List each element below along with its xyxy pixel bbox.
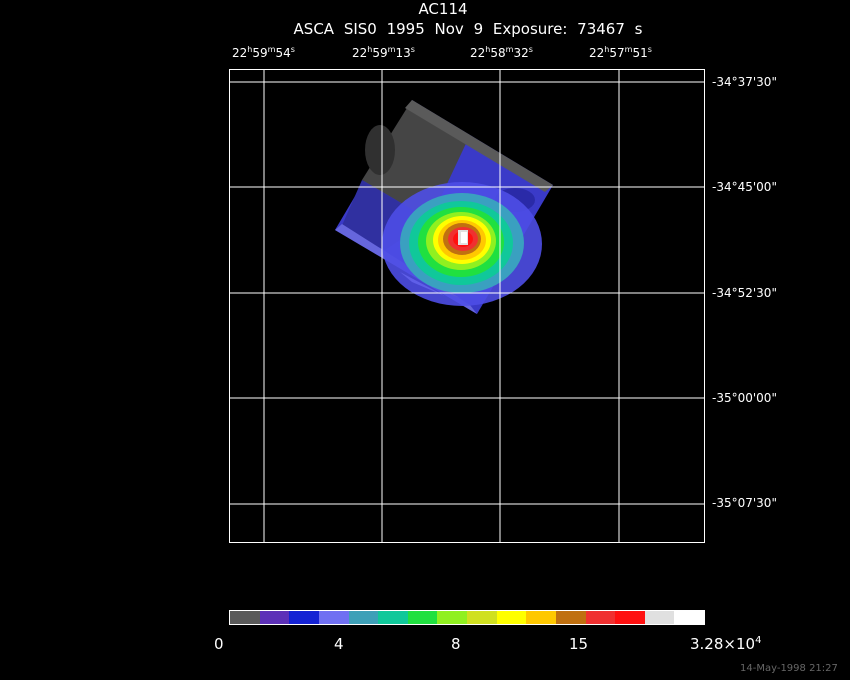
colorbar-segment-6	[407, 611, 438, 624]
colorbar-segment-1	[259, 611, 290, 624]
colorbar-tick-8: 8	[451, 635, 461, 653]
dec-label-5: -35°07'30"	[712, 496, 777, 510]
object-title: AC114	[418, 0, 468, 18]
colorbar-segment-15	[674, 611, 704, 624]
colorbar-tick-15: 15	[569, 635, 589, 653]
colorbar-max: 3.28×104	[690, 635, 762, 653]
dec-label-1: -34°37'30"	[712, 75, 777, 89]
colorbar-segment-2	[289, 611, 319, 624]
dec-label-4: -35°00'00"	[712, 391, 777, 405]
colorbar-segment-3	[318, 611, 349, 624]
colorbar-tick-4: 4	[334, 635, 344, 653]
colorbar-segment-12	[585, 611, 616, 624]
colorbar-segment-8	[467, 611, 497, 624]
observation-subtitle: ASCA SIS0 1995 Nov 9 Exposure: 73467 s	[293, 20, 643, 38]
colorbar-segment-13	[615, 611, 645, 624]
colorbar-segment-14	[644, 611, 675, 624]
ra-label-2: 22h59m13s	[352, 45, 415, 60]
dec-label-2: -34°45'00"	[712, 180, 777, 194]
dec-label-3: -34°52'30"	[712, 286, 777, 300]
ra-label-3: 22h58m32s	[470, 45, 533, 60]
cluster-emission	[382, 182, 542, 306]
colorbar	[229, 610, 705, 625]
colorbar-segment-7	[437, 611, 467, 624]
ra-label-1: 22h59m54s	[232, 45, 295, 60]
timestamp: 14-May-1998 21:27	[740, 663, 838, 674]
coordinate-grid	[229, 69, 705, 543]
image-frame	[229, 69, 705, 543]
colorbar-tick-0: 0	[214, 635, 224, 653]
colorbar-segment-4	[348, 611, 379, 624]
colorbar-segment-0	[230, 611, 260, 624]
colorbar-segment-9	[496, 611, 527, 624]
colorbar-segment-10	[526, 611, 556, 624]
ra-label-4: 22h57m51s	[589, 45, 652, 60]
colorbar-segment-5	[378, 611, 408, 624]
colorbar-segment-11	[555, 611, 586, 624]
